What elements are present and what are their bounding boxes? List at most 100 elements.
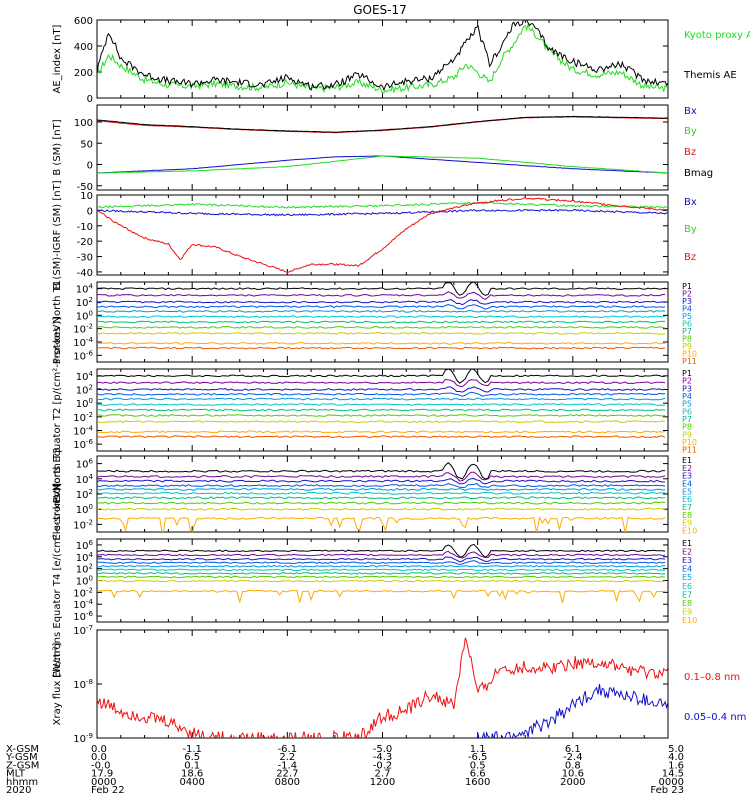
- series-p4: [97, 391, 666, 397]
- plot-area: [97, 282, 666, 350]
- legend-entry: P4: [682, 304, 692, 313]
- legend-entry: 0.1–0.8 nm: [684, 672, 740, 683]
- series-kyoto-proxy-ae: [97, 22, 668, 95]
- legend-entry: P1: [682, 282, 692, 291]
- y-tick-label: 106: [76, 458, 94, 471]
- series-e4: [97, 482, 666, 489]
- legend-entry: P2: [682, 289, 692, 298]
- x-axis-value: -6.5: [468, 752, 488, 763]
- legend-entry: E5: [682, 573, 692, 582]
- legend-entry: Bmag: [684, 168, 713, 179]
- plot-area: [97, 637, 668, 738]
- series-e7: [97, 572, 666, 575]
- legend: 0.1–0.8 nm 0.05–0.4 nm: [684, 672, 746, 723]
- y-tick-label: 10-9: [73, 732, 93, 745]
- legend-entry: P11: [682, 357, 697, 366]
- legend-entry: P4: [682, 392, 692, 401]
- series-p1: [97, 369, 666, 384]
- y-axis-label: Electrons North T3: [52, 447, 63, 540]
- legend-entry: E8: [682, 599, 692, 608]
- legend-entry: P9: [682, 430, 692, 439]
- x-axis-value: 1600: [465, 777, 490, 788]
- y-tick-label: 100: [76, 503, 93, 516]
- y-tick-label: -20: [77, 237, 93, 248]
- panel-3: B (SM)-IGRF (SM) [nT] -40 -30 -20 -10 0 10 Bx By…: [52, 180, 697, 289]
- legend-entry: 0.05–0.4 nm: [684, 712, 746, 723]
- x-axis-value: 0400: [179, 777, 204, 788]
- y-tick-label: 10-4: [73, 598, 93, 611]
- x-axis-value: 0800: [275, 777, 300, 788]
- x-axis-value: Feb 23: [650, 785, 684, 796]
- legend-entry: E9: [682, 607, 692, 616]
- x-axis-value: 4.0: [668, 752, 684, 763]
- legend-entry: P2: [682, 377, 692, 386]
- y-tick-label: 104: [76, 551, 94, 564]
- series-p10: [97, 341, 666, 345]
- series-e8: [97, 501, 666, 505]
- y-tick-label: 10-4: [73, 336, 93, 349]
- y-tick-label: 50: [80, 139, 93, 150]
- x-axis-row-label: X-GSM: [6, 744, 39, 755]
- x-axis-value: -2.4: [563, 752, 583, 763]
- plot-area: [97, 20, 668, 95]
- x-axis-value: -1.4: [278, 760, 298, 771]
- series-p6: [97, 403, 666, 406]
- y-tick-label: 100: [76, 397, 93, 410]
- series-p2: [97, 291, 666, 300]
- y-tick-label: 10-6: [73, 438, 93, 451]
- series-p3: [97, 298, 666, 306]
- legend-entry: Bx: [684, 197, 697, 208]
- x-axis-table: X-GSMY-GSMZ-GSMMLThhmm20200.00.0-0.017.9…: [5, 744, 684, 796]
- legend-entry: Bz: [684, 252, 696, 263]
- legend-entry: P3: [682, 297, 692, 306]
- series-e10: [97, 516, 666, 532]
- series-e4: [97, 560, 666, 565]
- y-tick-label: 10-2: [73, 411, 93, 424]
- legend-entry: E8: [682, 511, 692, 520]
- series-p4: [97, 303, 666, 310]
- series-0-05-0-4-nm: [477, 684, 668, 738]
- series-e8: [97, 575, 666, 579]
- y-tick-label: 102: [76, 296, 93, 309]
- legend-entry: P11: [682, 446, 697, 455]
- y-tick-label: 10: [80, 191, 93, 202]
- series-p9: [97, 331, 666, 335]
- y-tick-label: 104: [76, 473, 94, 486]
- legend-entry: E9: [682, 519, 692, 528]
- y-axis-label: Protons North T1: [52, 280, 63, 364]
- x-axis-value: 0000: [91, 777, 116, 788]
- series-e1: [97, 543, 666, 558]
- y-tick-label: 10-7: [73, 624, 93, 637]
- legend-entry: E7: [682, 590, 692, 599]
- legend-entry: P10: [682, 349, 697, 358]
- x-axis-value: 0.0: [91, 752, 107, 763]
- panel-frame: [96, 104, 669, 191]
- legend-entry: E4: [682, 565, 692, 574]
- figure-title: GOES-17: [353, 3, 407, 17]
- legend-entry: E1: [682, 539, 692, 548]
- x-axis-row-label: MLT: [6, 769, 26, 780]
- x-axis-value: 0.8: [565, 760, 581, 771]
- series-p7: [97, 320, 666, 324]
- x-axis-value: -6.1: [278, 744, 298, 755]
- series-e3: [97, 556, 666, 563]
- legend-entry: E2: [682, 464, 692, 473]
- plot-area: [97, 543, 666, 604]
- series-p5: [97, 397, 666, 401]
- x-axis-value: 10.6: [562, 769, 584, 780]
- panel-5: Protons Equator T2 [p/(cm²-s-sr-keV)] 104…: [52, 317, 697, 504]
- legend-entry: P10: [682, 438, 697, 447]
- y-tick-label: -40: [77, 268, 93, 279]
- legend-entry: P7: [682, 327, 692, 336]
- y-tick-label: 600: [74, 16, 93, 27]
- plot-area: [97, 462, 666, 532]
- y-tick-label: 10-4: [73, 425, 93, 438]
- y-tick-label: 104: [76, 370, 94, 383]
- series-themis-ae: [97, 20, 668, 92]
- legend-entry: P5: [682, 400, 692, 409]
- series-e5: [97, 564, 666, 568]
- panel-8: Xray flux [W/m²]10-710-810-90.1–0.8 nm0.…: [52, 624, 746, 745]
- series-by: [97, 201, 668, 209]
- x-axis-value: 22.7: [276, 769, 298, 780]
